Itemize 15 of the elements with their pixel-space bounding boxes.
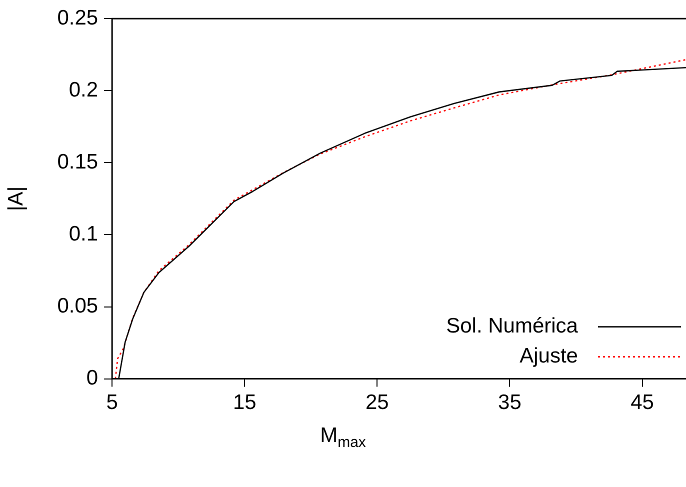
legend-label: Sol. Numérica xyxy=(446,314,578,338)
y-tick-label: 0.05 xyxy=(57,294,98,318)
y-tick-label: 0.15 xyxy=(57,150,98,174)
legend-label: Ajuste xyxy=(520,344,578,368)
y-tick-label: 0.2 xyxy=(68,78,98,102)
x-tick-label: 15 xyxy=(232,391,256,414)
x-tick-label: 45 xyxy=(630,391,654,414)
x-axis-title: M$_{max}$ xyxy=(319,424,367,452)
y-tick-label: 0 xyxy=(86,366,98,390)
y-tick-label: 0.1 xyxy=(68,222,98,246)
x-tick-label: 25 xyxy=(365,391,389,414)
y-axis-title: |A| xyxy=(4,186,28,212)
x-tick-label: 5 xyxy=(106,391,118,414)
y-tick-label: 0.25 xyxy=(57,6,98,30)
x-tick-label: 35 xyxy=(498,391,522,414)
